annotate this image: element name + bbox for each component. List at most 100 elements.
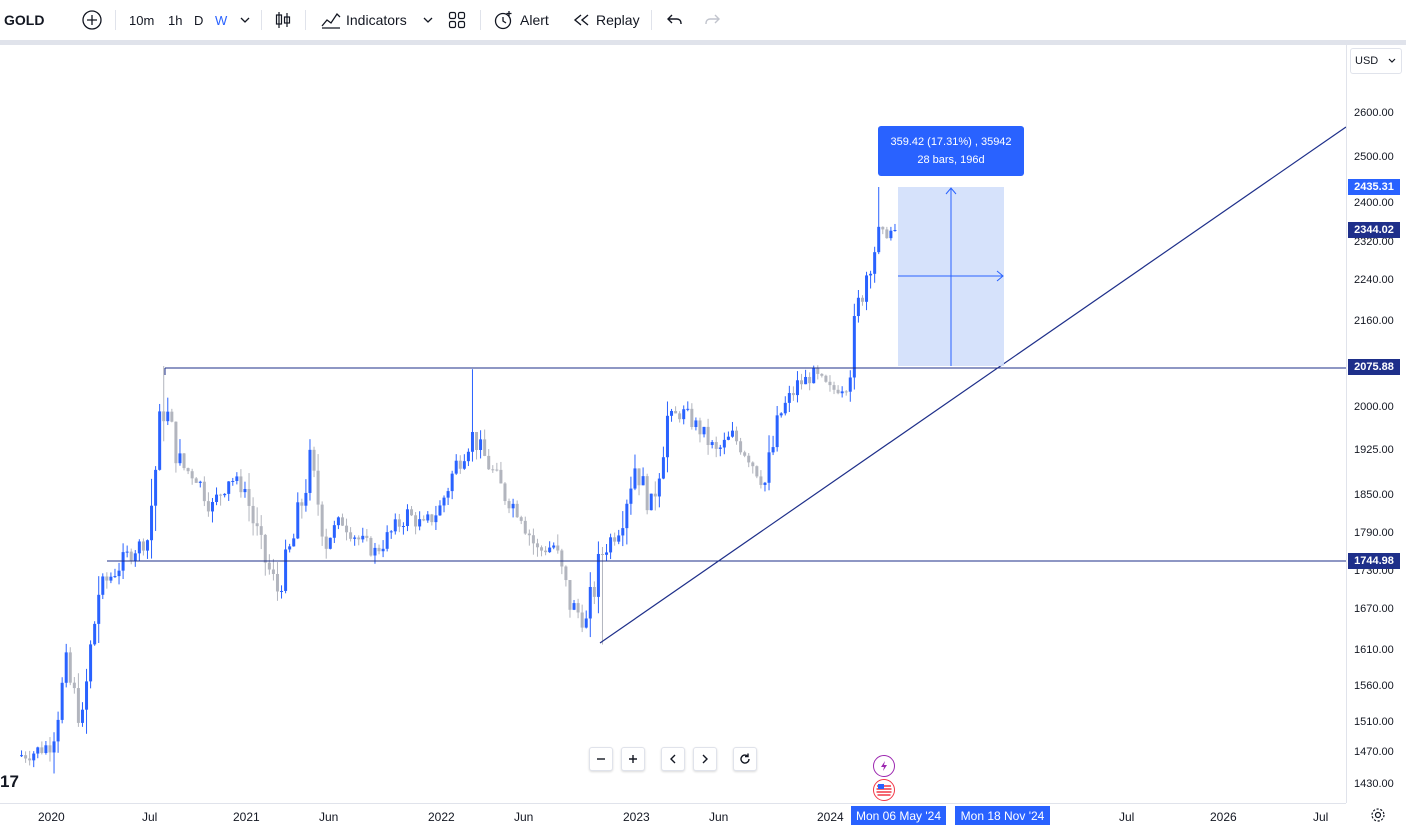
undo-icon[interactable] bbox=[666, 0, 684, 40]
measure-arrow-right bbox=[996, 270, 1004, 282]
chevron-down-icon[interactable] bbox=[239, 0, 251, 40]
candle-body bbox=[844, 391, 848, 393]
candle-body bbox=[336, 517, 340, 526]
candle-body bbox=[72, 682, 76, 689]
interval-10m[interactable]: 10m bbox=[129, 12, 155, 28]
candle-body bbox=[885, 229, 889, 239]
candle-body bbox=[259, 526, 263, 535]
candle-body bbox=[194, 478, 198, 483]
candle-body bbox=[686, 408, 690, 410]
toolbar-divider bbox=[115, 10, 116, 30]
candle-body bbox=[150, 505, 154, 541]
candle-body bbox=[40, 747, 44, 753]
alert-button[interactable]: Alert bbox=[520, 12, 549, 28]
interval-d[interactable]: D bbox=[194, 12, 204, 28]
chevron-down-icon bbox=[1387, 56, 1397, 69]
candle-body bbox=[515, 503, 519, 518]
interval-1h[interactable]: 1h bbox=[168, 12, 183, 28]
candle-body bbox=[349, 532, 353, 539]
gear-icon[interactable] bbox=[1370, 807, 1386, 825]
candle-body bbox=[117, 570, 121, 577]
zoom-out-button[interactable] bbox=[589, 747, 613, 771]
candle-body bbox=[690, 408, 694, 428]
time-tick: 2021 bbox=[233, 810, 260, 824]
last-price-label: 2344.02 bbox=[1348, 222, 1400, 238]
candle-body bbox=[418, 519, 422, 527]
zoom-in-button[interactable] bbox=[621, 747, 645, 771]
chevron-down-icon[interactable] bbox=[422, 0, 434, 40]
candle-body bbox=[48, 745, 52, 753]
scroll-left-button[interactable] bbox=[661, 747, 685, 771]
candle-body bbox=[454, 460, 458, 474]
candle-body bbox=[357, 537, 361, 540]
candle-body bbox=[137, 541, 141, 554]
replay-button[interactable]: Replay bbox=[596, 12, 640, 28]
measure-arrow-up bbox=[945, 187, 957, 195]
time-tick: 2022 bbox=[428, 810, 455, 824]
candle-body bbox=[791, 393, 795, 396]
candle-body bbox=[491, 469, 495, 471]
candle-body bbox=[267, 562, 271, 570]
candle-body bbox=[584, 618, 588, 628]
candle-body bbox=[775, 415, 779, 448]
add-symbol-icon[interactable] bbox=[81, 0, 103, 40]
candle-body bbox=[820, 373, 824, 376]
candle-body bbox=[109, 576, 113, 581]
candle-body bbox=[808, 376, 812, 384]
candle-body bbox=[653, 493, 657, 497]
candle-body bbox=[296, 502, 300, 539]
toolbar-border bbox=[0, 40, 1406, 45]
candle-body bbox=[596, 553, 600, 597]
price-tick: 1610.00 bbox=[1354, 644, 1394, 656]
candle-body bbox=[889, 230, 893, 239]
toolbar-divider bbox=[651, 10, 652, 30]
candle-body bbox=[263, 534, 267, 563]
redo-icon[interactable] bbox=[703, 0, 721, 40]
candle-body bbox=[544, 550, 548, 553]
price-tick: 1430.00 bbox=[1354, 778, 1394, 790]
candle-body bbox=[426, 514, 430, 521]
chevron-right-icon bbox=[702, 754, 708, 764]
candle-body bbox=[373, 547, 377, 556]
symbol-label[interactable]: GOLD bbox=[4, 12, 45, 28]
candle-body bbox=[548, 547, 552, 553]
lightning-event-icon[interactable] bbox=[873, 755, 895, 777]
candles-icon[interactable] bbox=[274, 0, 292, 40]
candle-body bbox=[763, 482, 767, 485]
candle-body bbox=[243, 489, 247, 493]
candle-body bbox=[470, 431, 474, 452]
candle-body bbox=[389, 531, 393, 533]
layout-grid-icon[interactable] bbox=[448, 0, 466, 40]
candle-body bbox=[162, 411, 166, 422]
candle-body bbox=[28, 758, 32, 761]
time-axis[interactable] bbox=[0, 803, 1346, 825]
reset-chart-button[interactable] bbox=[733, 747, 757, 771]
candle-body bbox=[158, 411, 162, 470]
range-start-label: Mon 06 May '24 bbox=[851, 806, 946, 825]
indicators-button[interactable]: Indicators bbox=[346, 12, 407, 28]
price-chart[interactable] bbox=[0, 45, 1346, 803]
candle-body bbox=[600, 553, 604, 555]
candle-body bbox=[739, 441, 743, 453]
candle-body bbox=[397, 519, 401, 527]
candle-body bbox=[588, 586, 592, 619]
reset-icon bbox=[740, 753, 750, 764]
candle-body bbox=[393, 519, 397, 532]
us-flag-event-icon[interactable] bbox=[873, 779, 895, 801]
indicators-icon[interactable] bbox=[320, 0, 342, 40]
currency-select[interactable]: USD bbox=[1350, 48, 1402, 74]
candle-body bbox=[645, 476, 649, 511]
interval-w[interactable]: W bbox=[215, 12, 228, 28]
candle-body bbox=[783, 402, 787, 414]
replay-icon[interactable] bbox=[572, 0, 590, 40]
measure-tooltip: 359.42 (17.31%) , 35942 28 bars, 196d bbox=[878, 126, 1024, 176]
candle-body bbox=[840, 391, 844, 394]
candle-body bbox=[300, 502, 304, 506]
candle-body bbox=[483, 439, 487, 456]
price-scale[interactable] bbox=[1346, 45, 1406, 803]
candle-body bbox=[718, 447, 722, 449]
alert-clock-icon[interactable] bbox=[493, 0, 515, 40]
trend-line bbox=[599, 126, 1346, 644]
candle-body bbox=[105, 576, 109, 581]
scroll-right-button[interactable] bbox=[693, 747, 717, 771]
